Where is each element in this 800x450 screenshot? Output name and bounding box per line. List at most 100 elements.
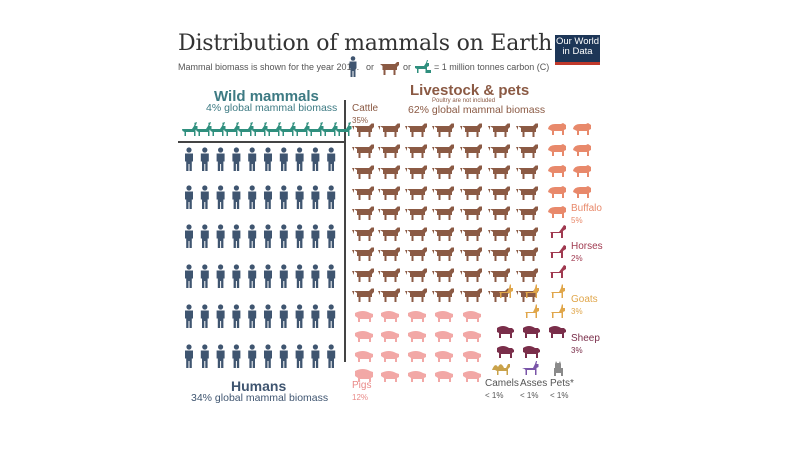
human-legend-icon <box>349 56 357 77</box>
pig-icon <box>461 371 481 382</box>
goats-label-pct: 3% <box>571 307 583 316</box>
pigs-label-pct: 12% <box>352 393 369 402</box>
camels-label-name: Camels <box>485 378 519 389</box>
cattle-icon <box>516 206 538 220</box>
human-icon <box>200 264 209 288</box>
pig-icon <box>433 331 453 342</box>
cattle-label-pct: 35% <box>352 116 369 125</box>
wild-mammal-icon <box>266 122 282 136</box>
cattle-icon <box>405 288 427 302</box>
wild-mammal-icon <box>280 122 296 136</box>
pigs-label-name: Pigs <box>352 380 372 391</box>
wild-mammal-icon <box>182 122 198 136</box>
buffalo-icon <box>548 165 566 177</box>
human-icon <box>185 264 193 288</box>
cattle-icon <box>460 227 482 241</box>
pig-icon <box>379 371 399 382</box>
wild-mammal-icon <box>224 122 240 136</box>
human-icon <box>185 185 193 209</box>
pig-icon <box>379 351 399 362</box>
pets-label-pct: < 1% <box>550 391 569 400</box>
cattle-icon <box>488 165 510 179</box>
cattle-icon <box>405 165 427 179</box>
pig-icon <box>353 351 373 362</box>
cattle-icon <box>405 206 427 220</box>
human-icon <box>200 147 209 171</box>
cattle-icon <box>432 144 454 158</box>
human-icon <box>311 185 320 209</box>
cattle-icon <box>516 123 538 137</box>
buffalo-icon <box>548 206 566 218</box>
cattle-icon <box>432 247 454 261</box>
human-icon <box>216 264 225 288</box>
human-icon <box>216 344 225 368</box>
pigs-label: Pigs 12% <box>352 381 371 403</box>
goats-label: Goats 3% <box>571 295 598 317</box>
sheep-icon <box>497 326 514 338</box>
pig-icon <box>461 351 481 362</box>
humans-title: Humans <box>231 378 287 394</box>
cattle-icon <box>460 186 482 200</box>
goat-icon <box>523 304 539 318</box>
cattle-icon <box>488 206 510 220</box>
human-icon <box>248 224 257 248</box>
cattle-icon <box>352 206 374 220</box>
human-icon <box>327 147 336 171</box>
human-icon <box>185 304 193 328</box>
wild-humans-divider <box>178 141 344 143</box>
logo-line-1: Our World <box>555 36 600 47</box>
pig-icon <box>406 371 426 382</box>
buffalo-icon <box>573 186 591 198</box>
buffalo-icon <box>573 144 591 156</box>
livestock-note: Poultry are not included <box>432 98 496 104</box>
human-icon <box>200 344 209 368</box>
pig-icon <box>406 351 426 362</box>
cattle-icon <box>378 144 400 158</box>
human-icon <box>295 344 304 368</box>
cattle-icon <box>516 268 538 282</box>
human-icon <box>311 224 320 248</box>
human-icon <box>216 224 225 248</box>
cattle-icon <box>432 123 454 137</box>
cattle-icon <box>516 288 538 302</box>
human-icon <box>264 147 272 171</box>
wild-mammal-icon <box>294 122 310 136</box>
horse-icon <box>548 265 566 278</box>
camels-label: Camels < 1% <box>485 379 519 401</box>
buffalo-label-pct: 5% <box>571 216 583 225</box>
pig-icon <box>433 351 453 362</box>
asses-label: Asses < 1% <box>520 379 547 401</box>
human-icon <box>232 304 241 328</box>
buffalo-label: Buffalo 5% <box>571 204 602 226</box>
human-icon <box>327 185 336 209</box>
wild-mammal-icon <box>308 122 324 136</box>
cattle-icon <box>516 227 538 241</box>
human-icon <box>279 264 288 288</box>
human-icon <box>216 185 225 209</box>
pig-icon <box>406 331 426 342</box>
cattle-icon <box>378 247 400 261</box>
wild-mammal-icon <box>322 122 338 136</box>
cattle-icon <box>352 165 374 179</box>
cattle-icon <box>378 123 400 137</box>
human-icon <box>327 224 336 248</box>
human-icon <box>232 344 241 368</box>
pig-icon <box>353 331 373 342</box>
human-icon <box>327 344 336 368</box>
cattle-icon <box>460 268 482 282</box>
cattle-icon <box>488 186 510 200</box>
sheep-label: Sheep 3% <box>571 334 600 356</box>
wild-mammals-title: Wild mammals <box>214 88 319 105</box>
pig-icon <box>461 311 481 322</box>
pets-label: Pets* < 1% <box>550 379 574 401</box>
cattle-icon <box>352 227 374 241</box>
cattle-icon <box>378 186 400 200</box>
horses-label-pct: 2% <box>571 254 583 263</box>
pig-icon <box>353 369 373 380</box>
human-icon <box>264 344 272 368</box>
sheep-icon <box>523 326 540 338</box>
human-icon <box>279 304 288 328</box>
human-icon <box>185 224 193 248</box>
human-icon <box>295 224 304 248</box>
human-icon <box>279 185 288 209</box>
